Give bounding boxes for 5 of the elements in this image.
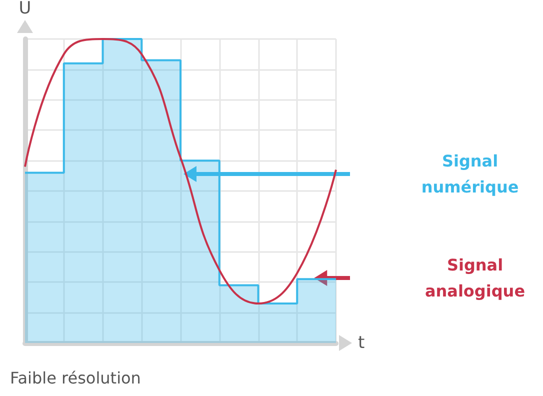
text: Signal analogique (424, 256, 526, 300)
text: Signal numérique (421, 152, 519, 196)
y-axis-title: U (18, 0, 32, 18)
text: Faible résolution (10, 368, 141, 388)
x-axis-title: t (358, 333, 365, 353)
